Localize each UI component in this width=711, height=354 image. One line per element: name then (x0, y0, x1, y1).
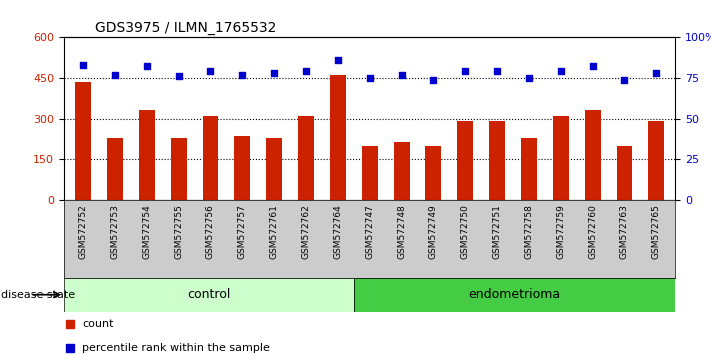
Bar (489, 121, 505, 200)
Text: count: count (82, 319, 114, 329)
Point (491, 69, 503, 74)
Text: GSM572752: GSM572752 (79, 204, 87, 259)
Point (109, 72, 121, 78)
Text: GSM572761: GSM572761 (269, 204, 279, 259)
Text: control: control (187, 288, 230, 301)
Point (428, 77, 439, 82)
Text: GSM572756: GSM572756 (206, 204, 215, 259)
Point (555, 69, 567, 74)
Text: GSM572764: GSM572764 (333, 204, 343, 259)
FancyBboxPatch shape (353, 278, 675, 312)
FancyBboxPatch shape (64, 278, 353, 312)
Text: GDS3975 / ILMN_1765532: GDS3975 / ILMN_1765532 (95, 21, 276, 35)
Bar (553, 116, 569, 200)
Bar (521, 138, 537, 200)
Bar (298, 116, 314, 200)
Text: GSM572763: GSM572763 (620, 204, 629, 259)
Point (651, 70, 662, 76)
Bar (394, 142, 410, 200)
Text: GSM572762: GSM572762 (301, 204, 311, 259)
Point (587, 64, 599, 69)
Bar (235, 136, 250, 200)
Text: GSM572755: GSM572755 (174, 204, 183, 259)
Point (523, 75, 535, 81)
Point (237, 72, 248, 78)
Point (332, 57, 343, 63)
Point (205, 69, 216, 74)
Text: endometrioma: endometrioma (469, 288, 560, 301)
Point (141, 64, 152, 69)
Point (173, 73, 184, 79)
Point (619, 77, 630, 82)
Text: GSM572754: GSM572754 (142, 204, 151, 259)
Text: GSM572751: GSM572751 (493, 204, 501, 259)
Bar (171, 138, 186, 200)
Text: GSM572749: GSM572749 (429, 204, 438, 259)
Text: GSM572750: GSM572750 (461, 204, 470, 259)
Text: percentile rank within the sample: percentile rank within the sample (82, 343, 270, 353)
Point (364, 75, 375, 81)
Bar (75, 82, 91, 200)
Bar (616, 146, 633, 200)
Point (300, 69, 311, 74)
Bar (107, 138, 123, 200)
Point (77, 62, 89, 68)
Bar (139, 110, 155, 200)
Point (269, 70, 280, 76)
Bar (203, 116, 218, 200)
Point (459, 69, 471, 74)
Bar (266, 138, 282, 200)
Text: GSM572747: GSM572747 (365, 204, 374, 259)
Bar (362, 146, 378, 200)
Text: GSM572758: GSM572758 (525, 204, 533, 259)
Text: GSM572760: GSM572760 (588, 204, 597, 259)
Bar (648, 121, 664, 200)
Text: GSM572748: GSM572748 (397, 204, 406, 259)
Text: GSM572757: GSM572757 (238, 204, 247, 259)
Bar (330, 75, 346, 200)
Text: GSM572759: GSM572759 (556, 204, 565, 259)
Bar (584, 110, 601, 200)
Bar (425, 146, 442, 200)
Bar (457, 121, 474, 200)
Point (396, 72, 407, 78)
Text: GSM572753: GSM572753 (110, 204, 119, 259)
Text: disease state: disease state (1, 290, 75, 300)
Text: GSM572765: GSM572765 (652, 204, 661, 259)
